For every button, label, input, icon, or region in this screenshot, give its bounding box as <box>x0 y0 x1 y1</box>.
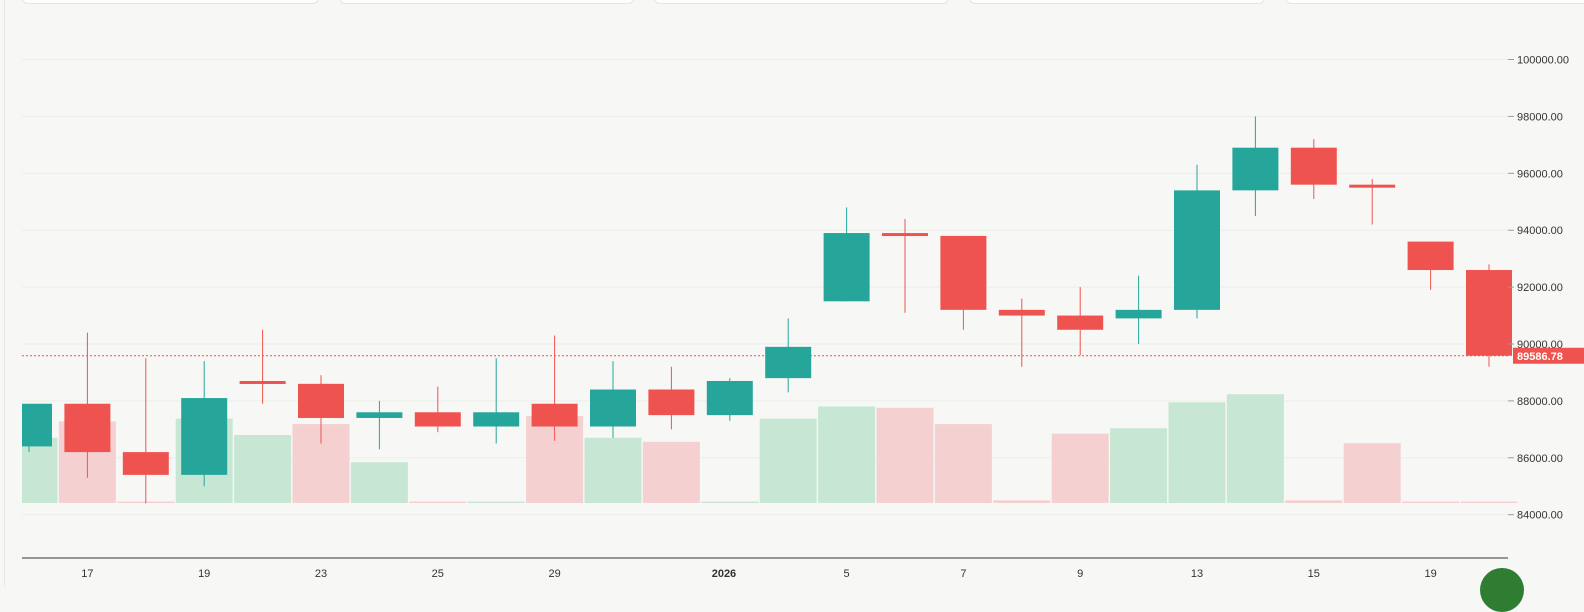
volume-bar <box>1343 443 1401 503</box>
candle-up <box>590 389 636 427</box>
candle-down <box>882 233 928 237</box>
volume-bar <box>876 407 934 503</box>
y-tick-label: 84000.00 <box>1517 510 1563 522</box>
y-tick-label: 86000.00 <box>1517 453 1563 465</box>
x-tick-label: 25 <box>432 568 444 580</box>
volume-bar <box>1051 433 1109 503</box>
price-axis[interactable]: 84000.0086000.0088000.0090000.0092000.00… <box>1508 55 1569 522</box>
candle-down <box>239 380 286 384</box>
candle-down <box>648 389 695 416</box>
y-tick-label: 98000.00 <box>1517 111 1563 123</box>
candle-down <box>414 412 461 427</box>
candle-up <box>1232 147 1279 191</box>
volume-bar <box>584 437 642 503</box>
candle-up <box>706 380 753 416</box>
volume-bar <box>1168 402 1226 503</box>
left-divider <box>4 0 5 587</box>
candle-down <box>122 452 169 475</box>
volume-bar <box>22 437 58 503</box>
x-tick-label: 19 <box>198 568 210 580</box>
candles <box>22 116 1512 504</box>
volume-bar <box>701 501 759 503</box>
y-tick-label: 88000.00 <box>1517 396 1563 408</box>
volume-bar <box>1285 500 1343 503</box>
top-tabs <box>0 0 1584 5</box>
volume-bar <box>1226 394 1284 503</box>
volume-bar <box>409 501 467 503</box>
candle-down <box>998 309 1045 316</box>
volume-bar <box>234 435 292 503</box>
volume-bar <box>759 418 817 503</box>
volume-bar <box>642 441 700 503</box>
time-axis[interactable]: 17 19 23 25 29 2026 5 7 9 13 15 19 <box>22 557 1508 580</box>
volume-bar <box>1110 428 1168 503</box>
x-tick-label: 17 <box>81 568 93 580</box>
volume-bars <box>22 394 1518 503</box>
y-tick-label: 100000.00 <box>1517 55 1569 67</box>
candle-down <box>298 383 344 418</box>
candle-up <box>22 403 52 447</box>
x-tick-label: 23 <box>315 568 327 580</box>
x-tick-label: 15 <box>1308 568 1320 580</box>
last-price-badge <box>1513 347 1584 364</box>
candle-down <box>531 403 578 427</box>
candle-up <box>765 346 812 379</box>
candle-up <box>823 233 870 302</box>
volume-bar <box>1402 501 1460 503</box>
candle-up <box>473 412 520 427</box>
volume-bar <box>934 424 992 503</box>
candle-down <box>1407 241 1454 271</box>
last-price-label: 89586.78 <box>1517 351 1563 363</box>
x-tick-label: 5 <box>844 568 850 580</box>
x-tick-label: 2026 <box>712 568 736 580</box>
corner-action-button[interactable] <box>1480 568 1524 612</box>
candle-up <box>1174 190 1220 310</box>
x-tick-label: 7 <box>960 568 966 580</box>
y-tick-label: 94000.00 <box>1517 225 1563 237</box>
candle-down <box>1349 184 1396 188</box>
volume-bar <box>1460 501 1518 503</box>
volume-bar <box>350 462 408 503</box>
candle-up <box>1115 309 1162 319</box>
x-tick-label: 13 <box>1191 568 1203 580</box>
candle-down <box>1057 315 1104 330</box>
candlestick-chart[interactable]: 84000.0086000.0088000.0090000.0092000.00… <box>0 0 1584 587</box>
candle-down <box>1466 270 1512 356</box>
y-tick-label: 92000.00 <box>1517 282 1563 294</box>
volume-bar <box>467 501 525 503</box>
x-tick-label: 29 <box>548 568 560 580</box>
candle-up <box>181 398 228 475</box>
candle-down <box>940 235 987 310</box>
volume-bar <box>818 406 876 503</box>
x-tick-label: 9 <box>1077 568 1083 580</box>
candle-down <box>1290 147 1337 185</box>
candle-up <box>356 412 403 418</box>
candle-down <box>64 403 111 453</box>
y-tick-label: 96000.00 <box>1517 168 1563 180</box>
x-tick-label: 19 <box>1424 568 1436 580</box>
last-price-tag: 89586.78 <box>1513 347 1584 364</box>
volume-bar <box>993 500 1051 503</box>
